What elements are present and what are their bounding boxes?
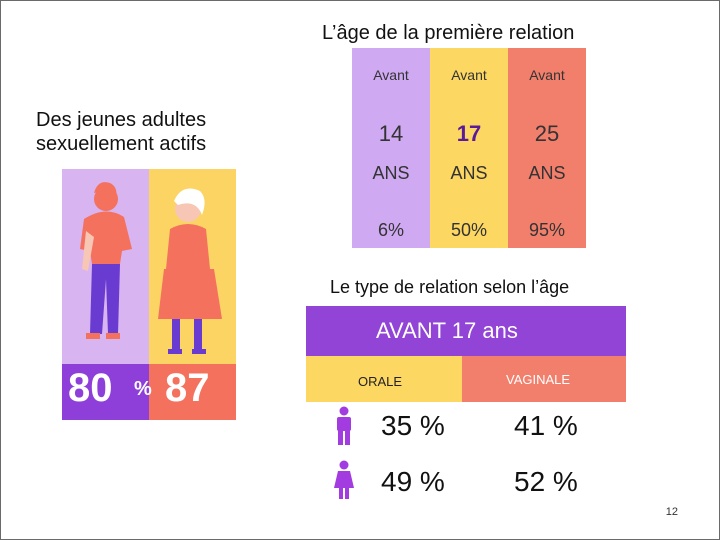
young-adults-illustration: 80 % 87 (62, 169, 236, 420)
avant-label: Avant (451, 67, 487, 83)
header-vaginale: VAGINALE (462, 356, 626, 402)
male-vaginale-value: 41 % (514, 410, 578, 441)
age-column-17: Avant 17 ANS 50% (430, 48, 508, 248)
title-age: L’âge de la première relation (322, 22, 575, 44)
female-orale-value: 49 % (381, 466, 445, 497)
stat-women-value: 87 (165, 366, 210, 410)
caption-line-2: sexuellement actifs (36, 133, 207, 155)
man-figure (80, 182, 132, 339)
stat-percent-symbol: % (134, 378, 152, 400)
avant-label: Avant (373, 67, 409, 83)
age-column-25: Avant 25 ANS 95% (508, 48, 586, 248)
header-orale: ORALE (306, 356, 462, 402)
title-type: Le type de relation selon l’âge (330, 277, 570, 297)
page-number: 12 (665, 506, 678, 518)
age-unit: ANS (372, 163, 410, 183)
left-caption: Des jeunes adultes sexuellement actifs (36, 108, 206, 156)
caption-line-1: Des jeunes adultes (36, 109, 207, 131)
age-value: 25 (534, 121, 560, 146)
header-orale-label: ORALE (358, 374, 403, 389)
header-vaginale-label: VAGINALE (506, 372, 571, 387)
female-icon (334, 460, 354, 499)
age-value: 14 (378, 121, 404, 146)
age-percent: 95% (528, 220, 566, 240)
illustration-stats: 80 % 87 (62, 364, 236, 420)
stat-left-panel (62, 364, 149, 420)
stat-men-value: 80 (68, 366, 113, 410)
people-drawing (80, 182, 222, 354)
age-percent: 6% (377, 220, 404, 240)
age-percent: 50% (450, 220, 488, 240)
avant-17-banner: AVANT 17 ans (306, 306, 626, 356)
age-value: 17 (456, 121, 482, 146)
woman-figure (158, 188, 222, 354)
age-column-14: Avant 14 ANS 6% (352, 48, 430, 248)
stat-right-panel (149, 364, 236, 420)
avant-label: Avant (529, 67, 565, 83)
banner-label: AVANT 17 ans (376, 318, 518, 343)
male-icon (337, 406, 351, 445)
age-unit: ANS (528, 163, 566, 183)
male-orale-value: 35 % (381, 410, 445, 441)
age-unit: ANS (450, 163, 488, 183)
female-vaginale-value: 52 % (514, 466, 578, 497)
